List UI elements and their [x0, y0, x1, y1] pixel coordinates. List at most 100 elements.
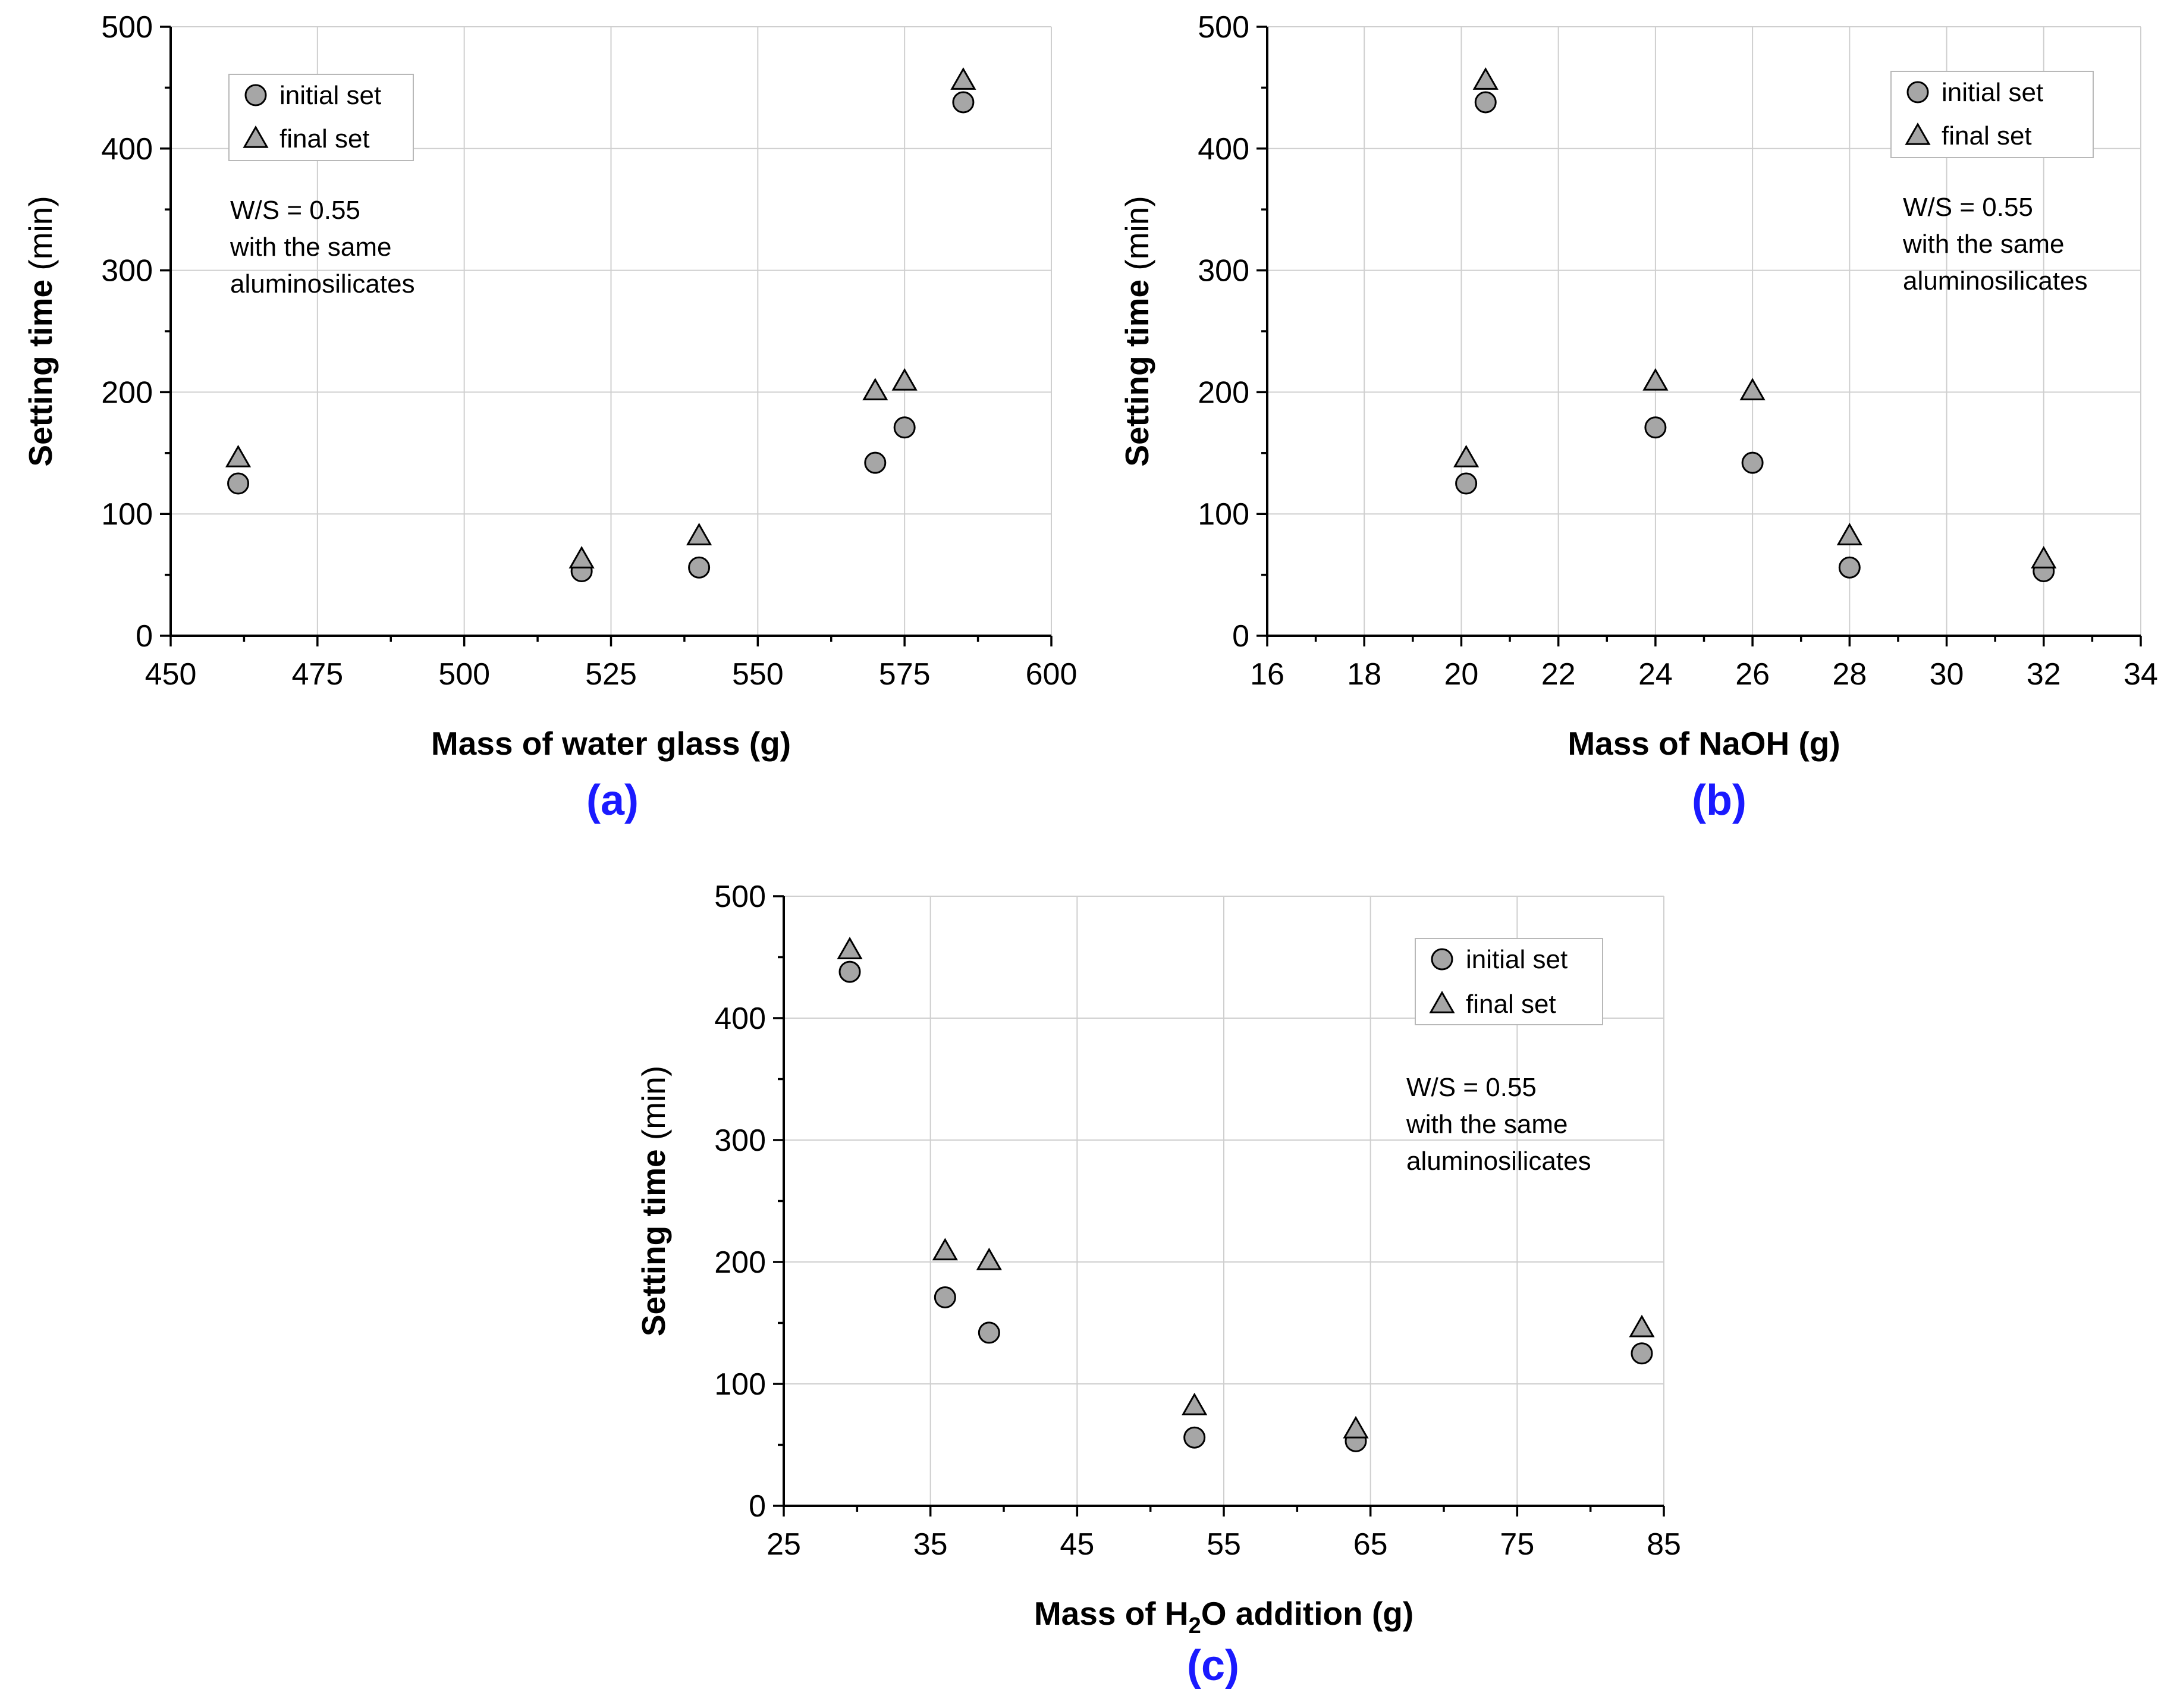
- final-set-point: [568, 545, 595, 569]
- y-tick-label: 500: [1198, 10, 1249, 45]
- series-triangle: [225, 67, 976, 569]
- y-axis-title-unit: (min): [635, 1066, 672, 1140]
- x-tick-label: 500: [438, 657, 490, 692]
- x-tick-label: 550: [732, 657, 784, 692]
- panel-label: (b): [1692, 777, 1746, 824]
- legend-triangle-icon: [1905, 122, 1931, 145]
- annotation-line: with the same: [230, 233, 391, 262]
- final-set-point: [686, 523, 712, 545]
- legend: initial set final set: [228, 74, 414, 161]
- y-tick-label: 200: [101, 375, 153, 410]
- y-axis-title-text: Setting time: [635, 1149, 672, 1336]
- y-tick-label: 300: [101, 254, 153, 288]
- x-tick-label: 85: [1647, 1527, 1681, 1562]
- annotation: W/S = 0.55 with the same aluminosilicates: [1406, 1073, 1591, 1176]
- x-tick-label: 28: [1832, 657, 1867, 692]
- legend-label: final set: [279, 124, 370, 153]
- x-axis-title: Mass of water glass (g): [431, 725, 791, 762]
- annotation-line: aluminosilicates: [1406, 1147, 1591, 1176]
- x-tick-label: 20: [1444, 657, 1479, 692]
- x-axis-title-subscript: 2: [1189, 1613, 1201, 1638]
- final-set-point: [1629, 1314, 1655, 1337]
- y-tick-label: 500: [714, 880, 766, 914]
- y-tick-label: 400: [101, 132, 153, 167]
- initial-set-point: [1741, 451, 1764, 474]
- initial-set-point: [893, 416, 916, 439]
- initial-set-point: [978, 1321, 1000, 1344]
- panel-label: (a): [586, 777, 639, 824]
- legend-label: initial set: [1942, 78, 2043, 107]
- initial-set-point: [952, 91, 975, 114]
- legend-label: initial set: [279, 81, 381, 110]
- y-tick-label: 500: [101, 10, 153, 45]
- final-set-point: [1642, 368, 1669, 391]
- x-tick-label: 25: [767, 1527, 801, 1562]
- final-set-point: [2031, 545, 2057, 569]
- y-axis-title-text: Setting time: [22, 280, 59, 467]
- y-tick-label: 100: [101, 497, 153, 532]
- final-set-point: [932, 1238, 958, 1261]
- final-set-point: [1453, 444, 1479, 467]
- y-tick-label: 0: [749, 1489, 766, 1524]
- chart-panel-c: 25 35 45 55 65 75 85 0 100 200 300 400 500 Mass of H2…: [635, 880, 1681, 1690]
- y-axis-title-text: Setting time: [1119, 280, 1155, 467]
- y-axis-title-unit: (min): [1119, 196, 1155, 270]
- chart-panel-a: 450 475 500 525 550 575 600 0 100 200 300 400 500 Mas…: [22, 10, 1077, 824]
- legend-circle-icon: [244, 84, 267, 106]
- series-circle: [1455, 91, 2055, 582]
- initial-set-point: [688, 556, 711, 579]
- x-tick-label: 18: [1347, 657, 1381, 692]
- y-tick-label: 100: [714, 1367, 766, 1402]
- series-circle: [838, 960, 1653, 1452]
- x-axis-title: Mass of NaOH (g): [1568, 725, 1840, 762]
- y-axis-title: Setting time (min): [635, 1066, 672, 1336]
- initial-set-point: [864, 451, 887, 474]
- y-tick-label: 400: [714, 1001, 766, 1036]
- initial-set-point: [1183, 1426, 1206, 1449]
- initial-set-point: [227, 472, 250, 495]
- y-tick-label: 200: [1198, 375, 1249, 410]
- y-axis-title: Setting time (min): [22, 196, 59, 466]
- final-set-point: [837, 937, 863, 959]
- initial-set-point: [934, 1286, 956, 1308]
- x-tick-label: 34: [2124, 657, 2158, 692]
- y-tick-label: 0: [1232, 619, 1249, 654]
- final-set-point: [1739, 378, 1766, 401]
- initial-set-point: [1644, 416, 1667, 439]
- final-set-point: [1182, 1392, 1208, 1415]
- series-triangle: [837, 937, 1655, 1439]
- legend-circle-icon: [1906, 81, 1929, 103]
- x-axis-title-part: Mass of H: [1034, 1595, 1189, 1632]
- x-tick-label: 475: [291, 657, 343, 692]
- legend-triangle-icon: [243, 125, 269, 148]
- x-axis-title: Mass of H2O addition (g): [1034, 1595, 1413, 1638]
- annotation-line: with the same: [1406, 1110, 1568, 1139]
- final-set-point: [225, 444, 252, 467]
- y-axis-title: Setting time (min): [1119, 196, 1155, 466]
- final-set-point: [1343, 1415, 1369, 1439]
- annotation: W/S = 0.55 with the same aluminosilicates: [1902, 193, 2088, 296]
- annotation-line: aluminosilicates: [1903, 266, 2088, 296]
- x-tick-label: 32: [2027, 657, 2061, 692]
- legend-circle-icon: [1431, 948, 1453, 971]
- legend: initial set final set: [1415, 938, 1603, 1025]
- legend: initial set final set: [1890, 71, 2094, 158]
- x-tick-label: 16: [1250, 657, 1284, 692]
- y-tick-label: 100: [1198, 497, 1249, 532]
- x-tick-label: 525: [585, 657, 637, 692]
- final-set-point: [1472, 67, 1499, 90]
- y-tick-label: 300: [714, 1123, 766, 1158]
- initial-set-point: [838, 960, 861, 983]
- initial-set-point: [1474, 91, 1497, 114]
- legend-label: initial set: [1466, 945, 1568, 974]
- initial-set-point: [1631, 1342, 1653, 1365]
- final-set-point: [950, 67, 976, 90]
- x-tick-label: 65: [1353, 1527, 1388, 1562]
- legend-label: final set: [1942, 121, 2032, 150]
- annotation-line: aluminosilicates: [230, 269, 415, 299]
- x-tick-label: 450: [145, 657, 197, 692]
- initial-set-point: [1838, 556, 1861, 579]
- panel-label: (c): [1187, 1642, 1239, 1690]
